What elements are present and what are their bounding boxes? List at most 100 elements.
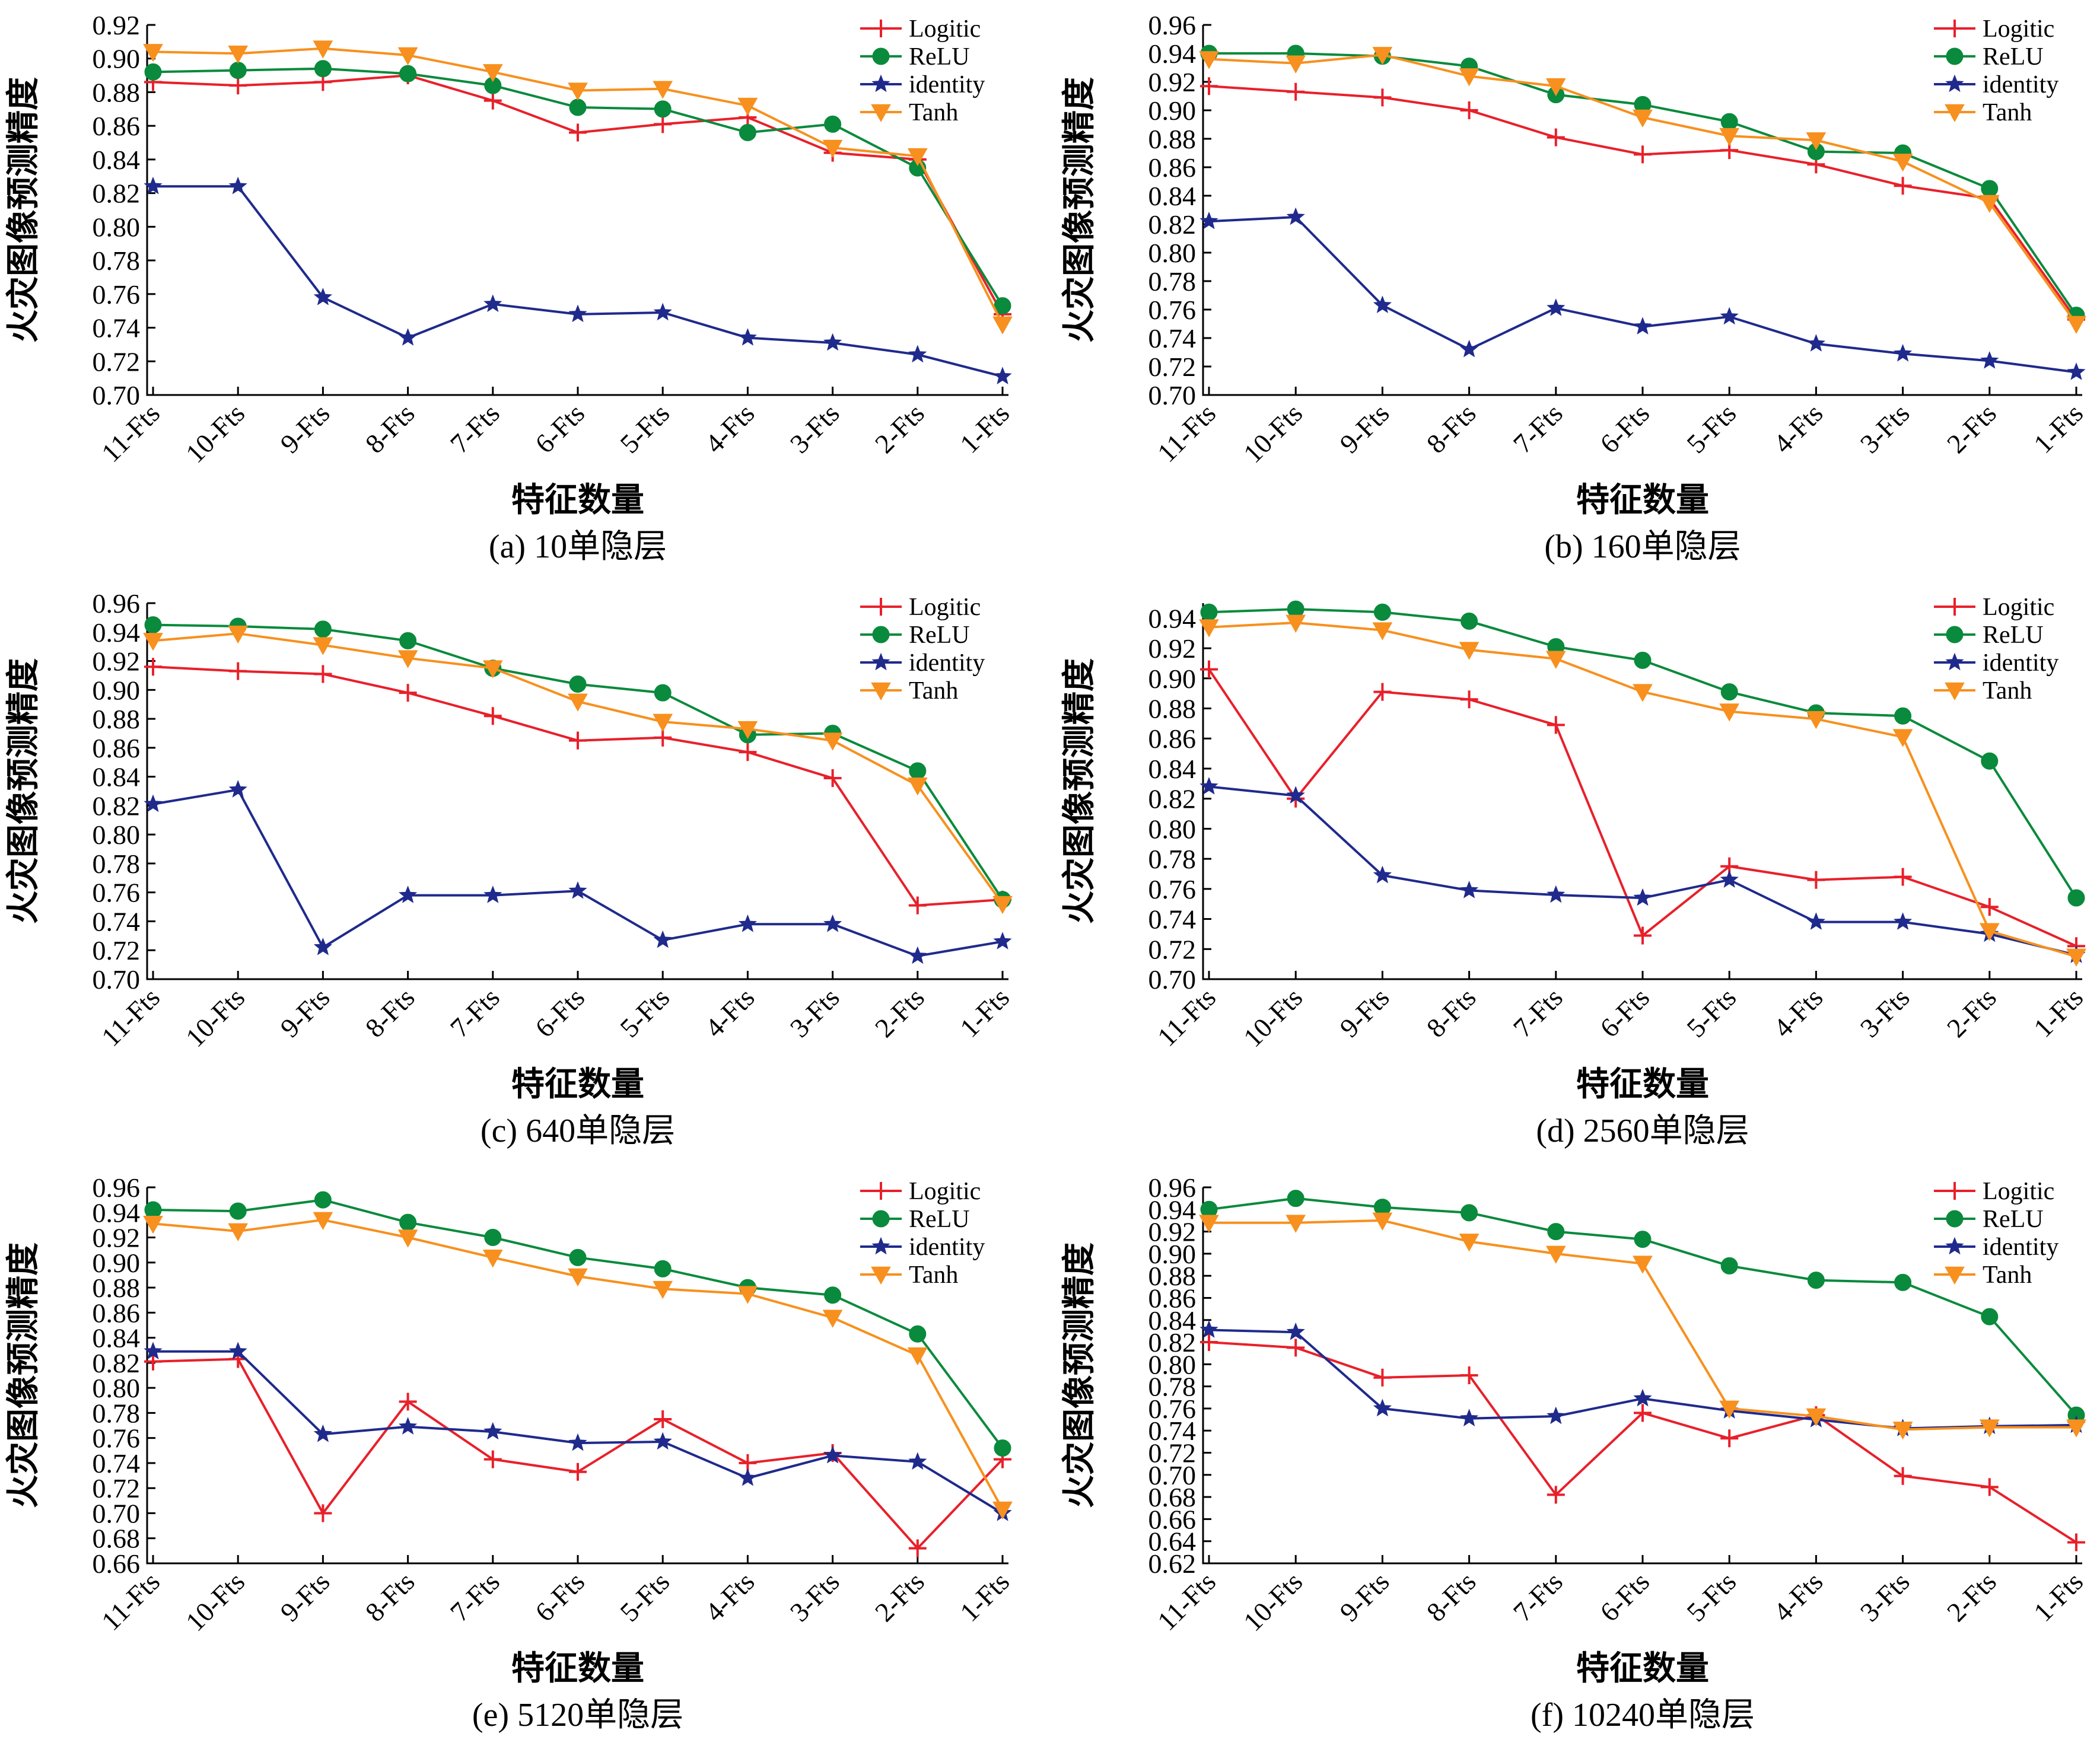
legend-marker-identity [1945,1237,1964,1255]
panel-caption: (a) 10单隐层 [489,528,667,565]
legend-label-Logitic: Logitic [909,1178,981,1205]
data-point-Tanh [1633,684,1653,702]
series-Tanh [143,625,1013,915]
x-tick-label: 8-Fts [1421,1566,1482,1627]
data-point-identity [993,367,1012,385]
data-point-identity [228,176,247,195]
data-point-identity [1199,211,1218,230]
data-point-identity [1806,912,1826,930]
y-tick-label: 0.82 [1148,1327,1197,1358]
legend-label-identity: identity [909,649,985,677]
series-ReLU [144,60,1011,315]
x-tick-label: 2-Fts [1941,982,2002,1043]
panel-caption: (b) 160单隐层 [1544,528,1741,565]
data-point-Logitic [908,896,927,915]
y-axis-title: 火灾图像预测精度 [1060,658,1099,924]
data-point-identity [1720,870,1739,888]
y-tick-label: 0.70 [1148,380,1197,410]
x-tick-label: 2-Fts [869,398,930,459]
data-point-ReLU [314,60,332,78]
x-tick-label: 4-Fts [699,398,761,459]
data-point-Logitic [1460,690,1478,709]
data-point-ReLU [2067,889,2085,907]
data-point-Tanh [1459,68,1479,87]
data-point-Tanh [822,139,843,158]
x-tick-label: 10-Fts [1237,982,1308,1053]
data-point-Logitic [823,769,842,788]
data-point-Logitic [654,115,672,133]
data-point-Tanh [1633,109,1653,128]
y-tick-label: 0.96 [93,588,141,619]
data-point-Tanh [1286,1215,1306,1233]
y-tick-label: 0.82 [1148,784,1197,814]
x-tick-label: 10-Fts [180,982,250,1053]
data-point-Tanh [397,1229,418,1248]
x-tick-label: 8-Fts [359,982,421,1043]
series-line-Logitic [1208,1341,2077,1544]
y-tick-label: 0.72 [1148,352,1197,382]
series-Logitic [144,658,1011,915]
data-point-identity [1547,1406,1566,1425]
data-point-Logitic [739,743,757,762]
y-tick-label: 0.70 [93,380,141,410]
data-point-ReLU [1634,1231,1652,1248]
x-tick-label: 7-Fts [1507,398,1568,459]
y-tick-label: 0.84 [93,145,141,175]
x-tick-label: 9-Fts [1334,982,1395,1043]
x-tick-label: 6-Fts [529,982,590,1043]
panel-caption: (c) 640单隐层 [481,1113,675,1149]
data-point-Logitic [1634,1404,1652,1422]
x-tick-label: 3-Fts [1854,1566,1916,1627]
y-tick-label: 0.88 [93,77,141,107]
series-identity [1199,207,2086,380]
data-point-Tanh [1719,1400,1740,1419]
series-identity [144,780,1012,964]
x-tick-label: 6-Fts [529,398,590,459]
data-point-identity [823,333,842,351]
data-point-identity [653,302,672,321]
legend-marker-ReLU [1946,47,1964,65]
data-point-Logitic [1200,1333,1218,1352]
data-point-ReLU [1461,1204,1478,1222]
y-axis-title: 火灾图像预测精度 [1060,1242,1099,1508]
x-tick-label: 2-Fts [1941,398,2002,459]
data-point-ReLU [1461,612,1478,630]
y-tick-label: 0.68 [1148,1482,1197,1512]
data-point-Logitic [1720,1429,1739,1448]
x-tick-label: 5-Fts [614,982,675,1043]
y-tick-label: 0.80 [93,820,141,850]
y-tick-label: 0.84 [1148,754,1197,784]
data-point-identity [313,288,333,305]
x-tick-label: 9-Fts [275,982,336,1043]
y-tick-label: 0.74 [93,906,141,936]
y-tick-label: 0.90 [93,1248,141,1278]
data-point-Logitic [1634,145,1652,164]
data-point-ReLU [229,1202,247,1220]
data-point-Tanh [568,1268,588,1287]
data-point-Logitic [1894,868,1912,886]
series-identity [144,176,1012,385]
data-point-identity [1547,298,1566,316]
legend-label-Logitic: Logitic [909,15,981,43]
data-point-Logitic [1807,871,1825,889]
x-tick-label: 10-Fts [1237,1566,1308,1637]
data-point-ReLU [1894,707,1912,725]
data-point-Logitic [569,731,587,750]
data-point-Tanh [992,896,1013,915]
x-tick-label: 3-Fts [784,1566,845,1627]
y-tick-label: 0.88 [93,1273,141,1303]
chart-panel-6: 0.620.640.660.680.700.720.740.760.780.80… [1060,1173,2089,1734]
y-tick-label: 0.74 [93,1448,141,1479]
x-tick-label: 7-Fts [444,398,505,459]
data-point-Tanh [1199,619,1219,638]
data-point-Logitic [483,707,502,725]
data-point-Tanh [822,1310,843,1328]
data-point-Tanh [1806,710,1827,729]
data-point-identity [1547,885,1566,903]
x-tick-label: 7-Fts [1507,982,1568,1043]
y-tick-label: 0.86 [1148,152,1197,183]
x-axis-title: 特征数量 [511,1649,644,1688]
data-point-ReLU [1981,752,1999,770]
y-tick-label: 0.84 [1148,181,1197,211]
